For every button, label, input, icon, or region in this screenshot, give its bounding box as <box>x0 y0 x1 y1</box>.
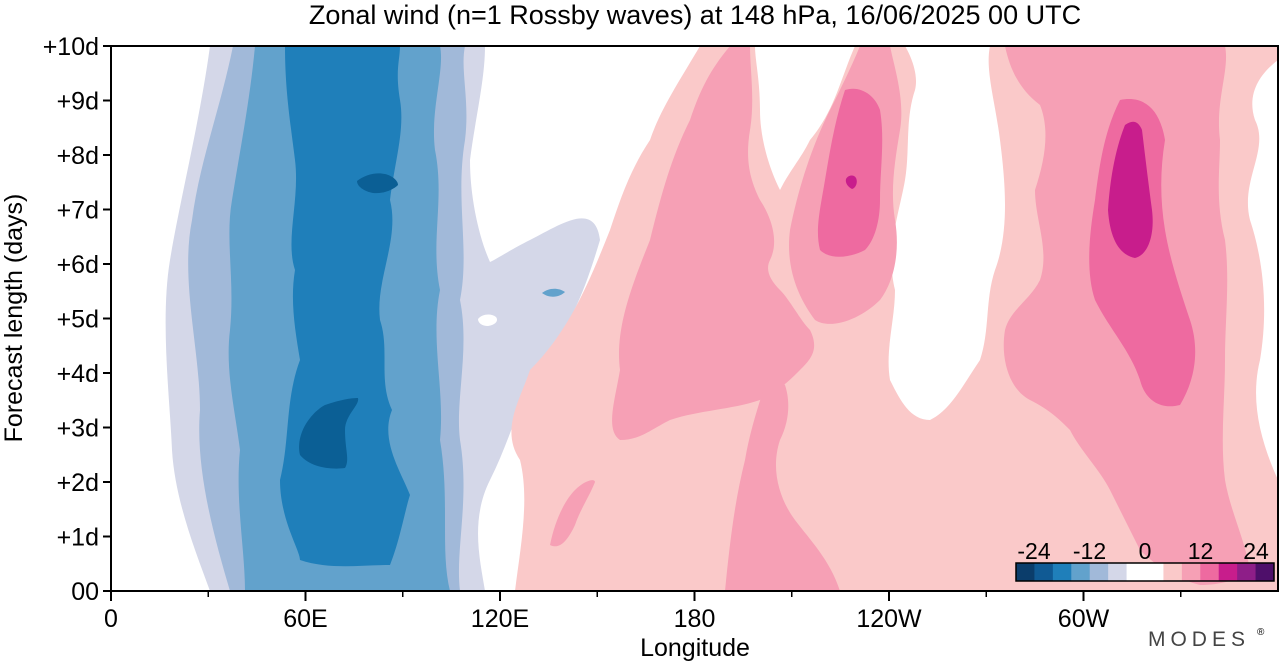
colorbar-swatch <box>1200 563 1220 581</box>
colorbar-swatch <box>1108 563 1128 581</box>
y-tick-label: +1d <box>57 524 99 552</box>
contour-fills <box>165 46 1278 591</box>
y-tick-label: +5d <box>57 306 99 334</box>
colorbar-swatch <box>1163 563 1183 581</box>
contour-band-pink-2b <box>725 370 840 591</box>
colorbar-swatch <box>1126 563 1146 581</box>
contour-band-blue-5a <box>299 398 359 469</box>
colorbar-swatch <box>1255 563 1275 581</box>
colorbar-swatch <box>1052 563 1072 581</box>
x-tick-label: 120E <box>471 605 529 633</box>
colorbar-frame <box>1015 562 1275 582</box>
contour-band-blue-hole <box>478 314 498 326</box>
colorbar-swatch <box>1218 563 1238 581</box>
contour-band-blue-5b <box>357 173 398 194</box>
y-tick-label: +9d <box>57 88 99 116</box>
contour-band-blue-small <box>542 288 565 297</box>
modes-watermark: MODES <box>1148 628 1250 651</box>
colorbar-swatch <box>1071 563 1091 581</box>
colorbar-label: 12 <box>1188 538 1214 564</box>
colorbar-label: -24 <box>1017 538 1050 564</box>
contour-band-pink-3a <box>817 88 883 257</box>
y-axis: 00 +1d +2d +3d +4d +5d +6d +7d +8d +9d +10d <box>43 33 111 606</box>
y-tick-label: +3d <box>57 415 99 443</box>
colorbar-swatch <box>1089 563 1109 581</box>
y-axis-label: Forecast length (days) <box>0 194 28 443</box>
y-tick-label: +8d <box>57 142 99 170</box>
y-tick-label: +4d <box>57 360 99 388</box>
colorbar-swatch <box>1016 563 1035 581</box>
y-tick-label: +2d <box>57 469 99 497</box>
colorbar-swatch <box>1181 563 1201 581</box>
colorbar-swatch <box>1237 563 1257 581</box>
registered-mark: ® <box>1257 627 1265 638</box>
y-tick-label: +7d <box>57 197 99 225</box>
chart-title: Zonal wind (n=1 Rossby waves) at 148 hPa… <box>309 0 1081 30</box>
x-tick-label: 60E <box>283 605 327 633</box>
y-tick-label: +6d <box>57 251 99 279</box>
contour-band-pink-4b <box>845 175 857 189</box>
colorbar-label: -12 <box>1073 538 1106 564</box>
x-tick-label: 180 <box>674 605 716 633</box>
plot-area <box>110 45 1279 592</box>
x-tick-label: 120W <box>856 605 922 633</box>
colorbar-swatch <box>1034 563 1054 581</box>
y-tick-label: 00 <box>71 578 99 606</box>
x-tick-label: 0 <box>104 605 118 633</box>
x-axis: 0 60E 120E 180 120W 60W <box>104 591 1182 633</box>
colorbar-label: 24 <box>1243 538 1269 564</box>
y-tick-label: +10d <box>43 33 99 61</box>
x-axis-label: Longitude <box>640 634 750 662</box>
x-tick-label: 60W <box>1058 605 1110 633</box>
contour-band-pink-4a <box>1108 121 1153 258</box>
contour-band-pink-2a <box>612 46 815 440</box>
colorbar-label: 0 <box>1139 538 1152 564</box>
contour-band-pink-2e <box>550 480 595 547</box>
colorbar-swatch <box>1145 563 1164 581</box>
colorbar-legend: -24 -12 0 12 24 <box>1015 538 1275 582</box>
